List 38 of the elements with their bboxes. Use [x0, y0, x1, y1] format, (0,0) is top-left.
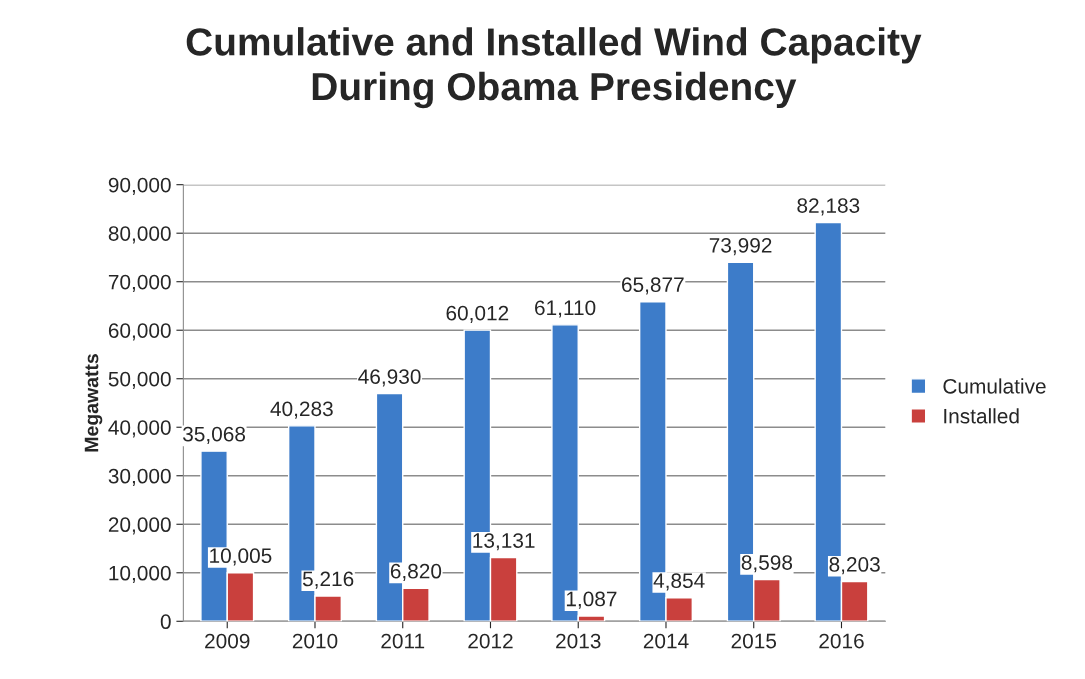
x-tick-label: 2011 — [381, 633, 425, 649]
legend-label: Cumulative — [943, 378, 1046, 394]
y-tick-label: 40,000 — [108, 420, 171, 438]
data-label: 8,598 — [741, 555, 793, 573]
data-label: 4,854 — [653, 573, 705, 591]
data-label: 61,110 — [535, 300, 596, 318]
y-tick-label: 20,000 — [108, 517, 171, 535]
x-tick-label: 2014 — [643, 633, 689, 649]
y-tick-label: 80,000 — [108, 226, 171, 244]
data-label: 10,005 — [210, 548, 272, 566]
data-label: 35,068 — [183, 426, 246, 444]
data-label: 73,992 — [709, 237, 772, 256]
y-tick-label: 10,000 — [109, 565, 171, 583]
x-tick-label: 2016 — [819, 633, 864, 649]
chart-title: Cumulative and Installed Wind Capacity During Obama Presidency — [186, 27, 922, 109]
y-tick-label: 70,000 — [108, 274, 171, 292]
y-tick-label: 0 — [160, 614, 171, 630]
x-tick-label: 2010 — [292, 633, 338, 649]
data-label: 5,216 — [302, 571, 354, 589]
legend-label: Installed — [944, 408, 1019, 424]
x-tick-label: 2012 — [468, 633, 513, 649]
data-label: 46,930 — [358, 369, 421, 387]
y-tick-label: 90,000 — [108, 177, 171, 195]
y-axis-title: Megawatts — [84, 354, 103, 452]
data-label: 60,012 — [446, 305, 509, 323]
data-label: 8,203 — [829, 557, 880, 575]
data-label: 82,183 — [797, 198, 860, 216]
x-tick-label: 2009 — [205, 633, 250, 649]
data-label: 65,877 — [622, 277, 684, 295]
data-label: 13,131 — [473, 533, 535, 551]
data-label: 40,283 — [270, 401, 333, 419]
x-tick-label: 2015 — [731, 633, 777, 649]
data-label: 1,087 — [566, 591, 617, 609]
y-tick-label: 50,000 — [108, 371, 171, 389]
data-label: 6,820 — [390, 563, 442, 581]
x-tick-label: 2013 — [556, 633, 601, 649]
y-tick-label: 60,000 — [108, 323, 171, 341]
y-tick-label: 30,000 — [108, 468, 171, 486]
